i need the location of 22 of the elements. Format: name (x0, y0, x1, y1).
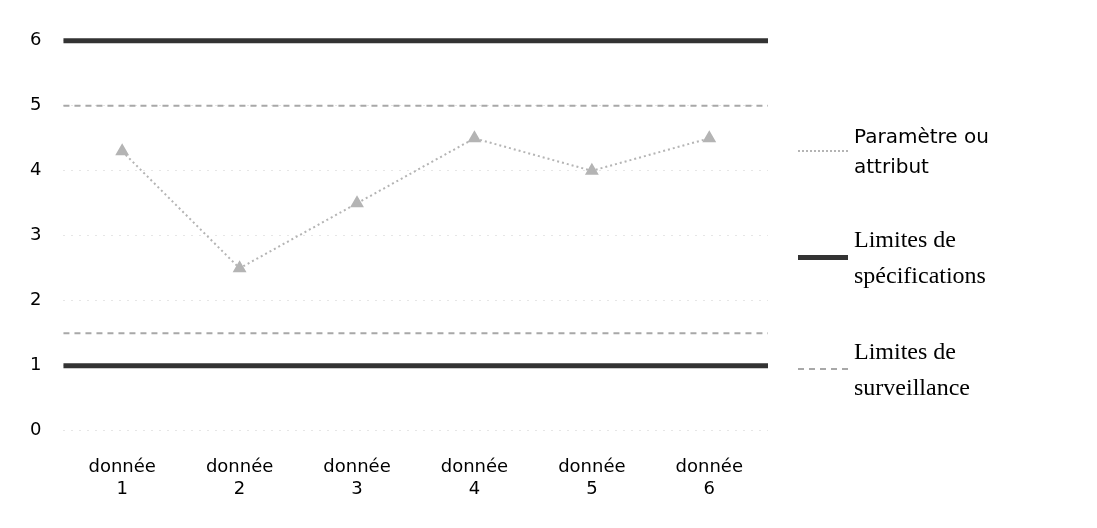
y-tick-label: 0 (30, 418, 42, 440)
legend-label: Limites de surveillance (854, 337, 971, 402)
legend-label: Paramètre ou attribut (854, 123, 990, 180)
point (115, 144, 129, 156)
legend-label: Limites de spécifications (854, 225, 987, 290)
point (350, 196, 364, 208)
y-tick-label: 1 (30, 353, 42, 375)
x-tick-label: donnée 3 (323, 455, 391, 498)
x-tick-label: donnée 1 (88, 455, 156, 498)
point (468, 131, 481, 143)
x-tick-label: donnée 6 (675, 455, 743, 498)
point (585, 163, 599, 175)
x-tick-label: donnée 5 (558, 455, 626, 498)
x-tick-label: donnée 2 (205, 455, 274, 498)
y-tick-label: 4 (30, 158, 42, 180)
x-tick-label: donnée 4 (440, 455, 509, 498)
y-tick-label: 6 (30, 28, 42, 50)
y-tick-label: 5 (30, 93, 42, 115)
y-tick-label: 3 (30, 223, 42, 245)
point (233, 261, 246, 273)
y-tick-label: 2 (30, 288, 42, 310)
point (703, 131, 716, 143)
